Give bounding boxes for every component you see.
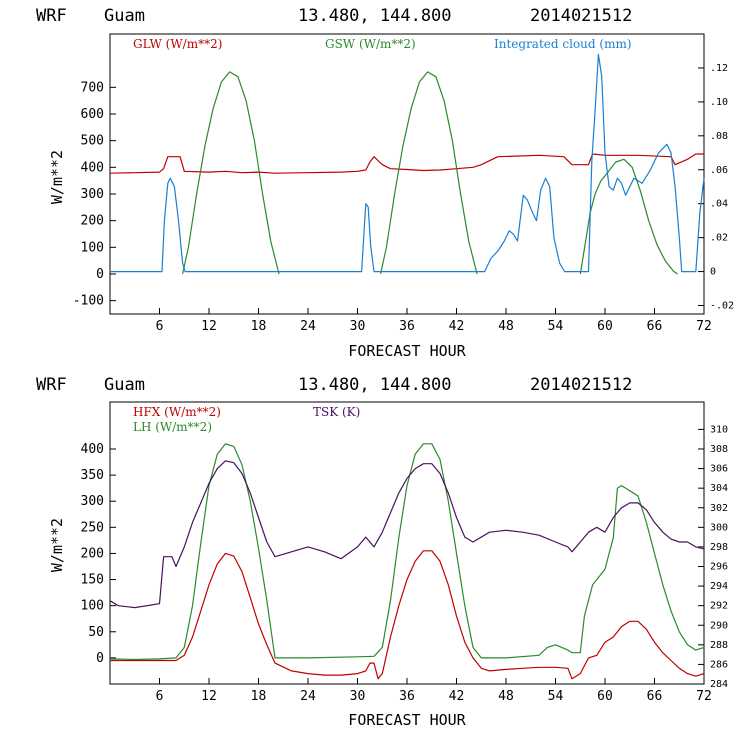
header-coords-1: 13.480, 144.800 <box>298 6 452 26</box>
x-tick-label: 66 <box>647 689 663 704</box>
y2-tick-label: 290 <box>710 620 728 631</box>
y-tick-label: 100 <box>81 240 104 255</box>
series-tsk-line <box>109 460 705 609</box>
y-tick-label: 50 <box>88 625 104 640</box>
header-site-2: Guam <box>104 375 145 395</box>
series-lh-line <box>109 443 705 661</box>
y2-tick-label: 310 <box>710 424 728 435</box>
y2-tick-label: .08 <box>710 131 728 142</box>
x-tick-label: 36 <box>399 319 415 334</box>
x-tick-label: 54 <box>548 319 564 334</box>
y-tick-label: 400 <box>81 160 104 175</box>
x-tick-label: 42 <box>449 319 465 334</box>
y2-tick-label: 288 <box>710 640 728 651</box>
x-tick-label: 36 <box>399 689 415 704</box>
y-tick-label: 100 <box>81 599 104 614</box>
y2-tick-label: .02 <box>710 233 728 244</box>
x-tick-label: 54 <box>548 689 564 704</box>
header-run-2: 2014021512 <box>530 375 632 395</box>
y2-tick-label: .10 <box>710 97 728 108</box>
series-gsw-line-2 <box>380 71 478 275</box>
y-tick-label: 0 <box>96 651 104 666</box>
y-tick-label: 300 <box>81 187 104 202</box>
legend-gsw: GSW (W/m**2) <box>325 37 416 51</box>
x-tick-label: 60 <box>597 319 613 334</box>
header-site-1: Guam <box>104 6 145 26</box>
y2-tick-label: 284 <box>710 679 728 690</box>
x-axis-label-1: FORECAST HOUR <box>348 342 466 360</box>
x-tick-label: 18 <box>251 319 267 334</box>
y2-tick-label: 292 <box>710 601 728 612</box>
y2-tick-label: 308 <box>710 444 728 455</box>
y-tick-label: 600 <box>81 107 104 122</box>
x-tick-label: 42 <box>449 689 465 704</box>
x-tick-label: 6 <box>156 689 164 704</box>
series-gsw-line-3 <box>579 158 678 275</box>
y-tick-label: 700 <box>81 80 104 95</box>
header-model-1: WRF <box>36 6 67 26</box>
y-tick-label: 0 <box>96 267 104 282</box>
x-tick-label: 24 <box>300 319 316 334</box>
x-tick-label: 72 <box>696 689 712 704</box>
x-axis-label-2: FORECAST HOUR <box>348 711 466 729</box>
y2-tick-label: 294 <box>710 581 728 592</box>
x-tick-label: 24 <box>300 689 316 704</box>
y2-tick-label: 286 <box>710 659 728 670</box>
x-tick-label: 12 <box>201 319 217 334</box>
header-coords-2: 13.480, 144.800 <box>298 375 452 395</box>
legend-hfx: HFX (W/m**2) <box>133 405 221 419</box>
y2-tick-label: .04 <box>710 199 728 210</box>
y-axis-label-2: W/m**2 <box>48 518 66 572</box>
series-hfx-line <box>110 550 705 680</box>
x-tick-label: 48 <box>498 319 514 334</box>
y-tick-label: 200 <box>81 214 104 229</box>
legend-cloud: Integrated cloud (mm) <box>494 37 632 51</box>
y-tick-label: 500 <box>81 134 104 149</box>
y2-tick-label: 306 <box>710 464 728 475</box>
y2-tick-label: .06 <box>710 165 728 176</box>
x-tick-label: 72 <box>696 319 712 334</box>
y2-tick-label: 296 <box>710 562 728 573</box>
y-tick-label: -100 <box>73 294 104 309</box>
series-integrated-line <box>110 53 705 273</box>
header-model-2: WRF <box>36 375 67 395</box>
x-tick-label: 30 <box>350 689 366 704</box>
y-tick-label: 200 <box>81 546 104 561</box>
y2-tick-label: 300 <box>710 522 728 533</box>
x-tick-label: 12 <box>201 689 217 704</box>
legend-tsk: TSK (K) <box>313 405 360 419</box>
y2-tick-label: 304 <box>710 483 728 494</box>
legend-lh: LH (W/m**2) <box>133 420 212 434</box>
series-gsw-line-1 <box>182 71 280 275</box>
y-tick-label: 400 <box>81 442 104 457</box>
y2-tick-label: -.02 <box>710 301 734 312</box>
y-tick-label: 300 <box>81 494 104 509</box>
y2-tick-label: .12 <box>710 63 728 74</box>
x-tick-label: 48 <box>498 689 514 704</box>
header-run-1: 2014021512 <box>530 6 632 26</box>
legend-glw: GLW (W/m**2) <box>133 37 222 51</box>
x-tick-label: 18 <box>251 689 267 704</box>
y-tick-label: 350 <box>81 468 104 483</box>
x-tick-label: 60 <box>597 689 613 704</box>
y2-tick-label: 302 <box>710 503 728 514</box>
y2-tick-label: 298 <box>710 542 728 553</box>
x-tick-label: 6 <box>156 319 164 334</box>
x-tick-label: 30 <box>350 319 366 334</box>
y-axis-label-1: W/m**2 <box>48 150 66 204</box>
y-tick-label: 250 <box>81 520 104 535</box>
y2-tick-label: 0 <box>710 267 716 278</box>
y-tick-label: 150 <box>81 573 104 588</box>
x-tick-label: 66 <box>647 319 663 334</box>
plot-frame-2 <box>109 401 705 685</box>
